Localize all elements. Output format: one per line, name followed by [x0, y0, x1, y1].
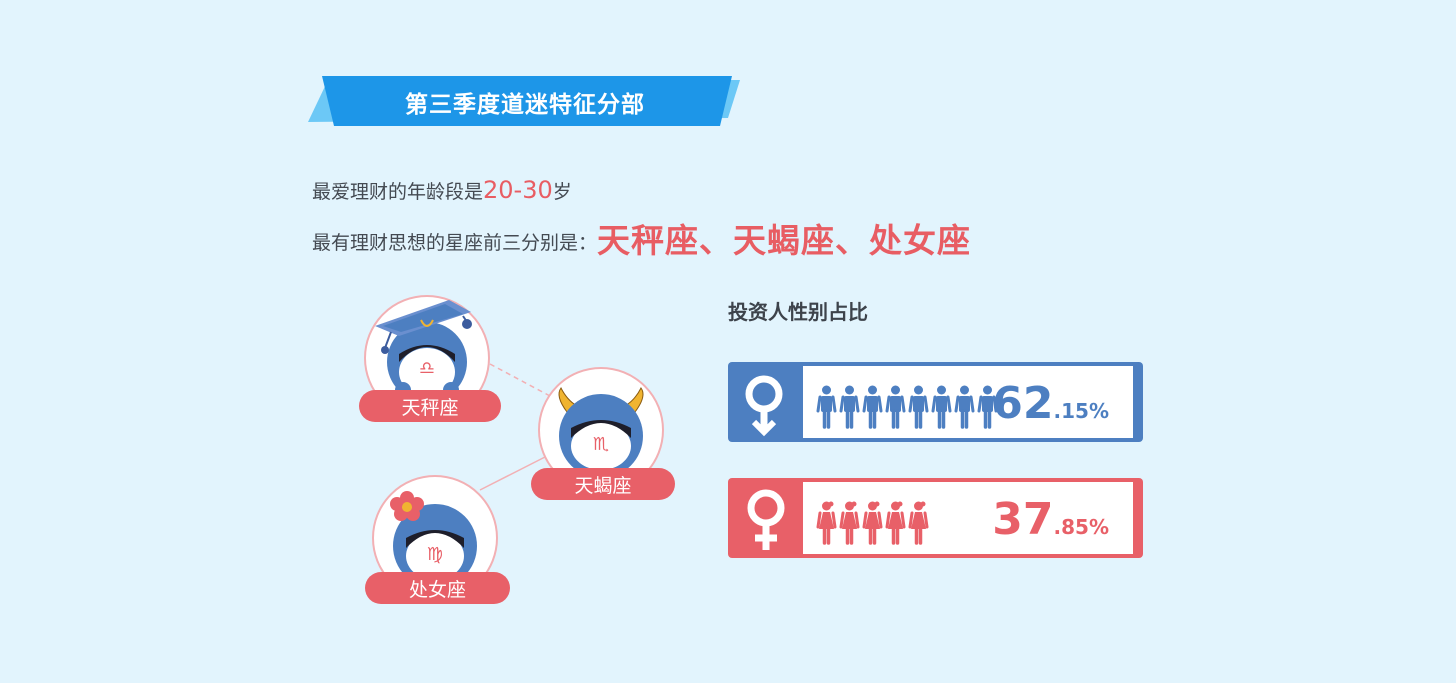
svg-text:♎: ♎: [419, 358, 435, 379]
age-statement-suffix: 岁: [552, 181, 572, 203]
female-ratio-bar: 37.85%: [728, 478, 1143, 558]
svg-text:♏: ♏: [593, 434, 609, 455]
flower-icon: [390, 491, 424, 521]
libra-label: 天秤座: [359, 390, 501, 422]
zodiac-virgo: ♍: [369, 474, 499, 601]
male-figure-icon: [839, 385, 860, 429]
male-percentage: 62.15%: [992, 378, 1109, 429]
male-figure-icon: [954, 385, 975, 429]
female-figures: [815, 501, 930, 545]
female-pct-dec: .85%: [1053, 515, 1109, 539]
male-figure-icon: [908, 385, 929, 429]
svg-text:♍: ♍: [427, 544, 443, 565]
male-figure-icon: [931, 385, 952, 429]
scorpio-label: 天蝎座: [531, 468, 675, 500]
male-pct-dec: .15%: [1053, 399, 1109, 423]
female-figure-icon: [816, 501, 837, 545]
female-figure-icon: [862, 501, 883, 545]
male-ratio-bar: 62.15%: [728, 362, 1143, 442]
female-pct-int: 37: [992, 494, 1054, 545]
gender-ratio-title: 投资人性别占比: [728, 300, 868, 324]
male-figure-icon: [885, 385, 906, 429]
virgo-character-icon: ♍: [372, 475, 498, 601]
zodiac-statement-prefix: 最有理财思想的星座前三分别是：: [312, 232, 598, 254]
title-banner: 第三季度道迷特征分部: [308, 76, 742, 128]
virgo-label: 处女座: [365, 572, 510, 604]
top-zodiac-signs: 天秤座、天蝎座、处女座: [597, 221, 972, 260]
scorpio-character-icon: ♏: [538, 367, 664, 493]
male-figures: [815, 385, 999, 429]
female-symbol-icon: [747, 489, 785, 550]
male-bar-content: 62.15%: [803, 366, 1133, 438]
zodiac-characters: ♎ 天秤座 ♏ 天蝎座: [355, 292, 685, 612]
female-percentage: 37.85%: [992, 494, 1109, 545]
male-figure-icon: [816, 385, 837, 429]
female-figure-icon: [839, 501, 860, 545]
male-figure-icon: [862, 385, 883, 429]
banner-title: 第三季度道迷特征分部: [405, 92, 645, 118]
age-range: 20-30: [483, 176, 553, 204]
male-symbol-icon: [745, 375, 783, 437]
male-figure-icon: [977, 385, 998, 429]
male-pct-int: 62: [992, 378, 1054, 429]
zodiac-libra: ♎: [355, 292, 505, 424]
zodiac-scorpio: ♏: [537, 366, 667, 493]
female-figure-icon: [908, 501, 929, 545]
female-figure-icon: [885, 501, 906, 545]
zodiac-statement: 最有理财思想的星座前三分别是：天秤座、天蝎座、处女座: [312, 211, 972, 260]
female-bar-content: 37.85%: [803, 482, 1133, 554]
age-statement: 最爱理财的年龄段是20-30岁: [312, 176, 572, 204]
libra-character-icon: ♎: [364, 295, 490, 421]
connector-lines: [479, 363, 551, 491]
age-statement-prefix: 最爱理财的年龄段是: [312, 181, 484, 203]
